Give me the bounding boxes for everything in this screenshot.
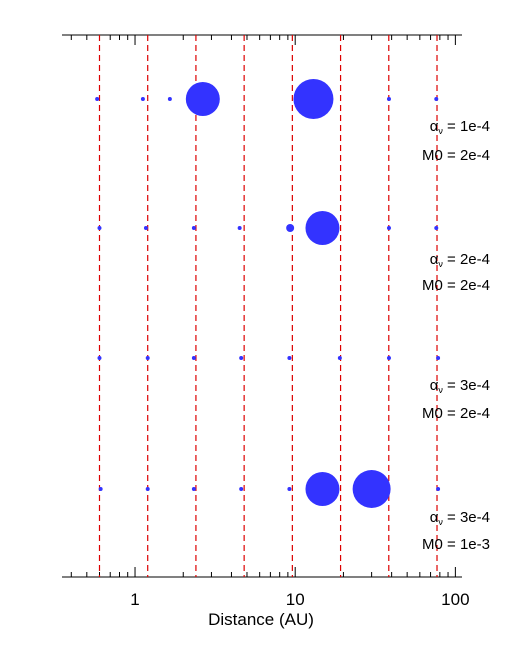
data-point (352, 470, 391, 508)
x-tick-label: 1 (130, 590, 139, 609)
data-point (286, 224, 295, 232)
data-point (434, 226, 439, 230)
series-alpha-label: αν = 1e-4 (430, 118, 490, 136)
data-point (167, 97, 172, 101)
data-point (97, 226, 102, 230)
data-point (287, 487, 292, 491)
data-point (434, 97, 439, 101)
data-point (98, 487, 103, 491)
data-point (140, 97, 145, 101)
alpha-subscript: ν (438, 259, 443, 269)
data-point (386, 356, 391, 360)
reference-lines (98, 35, 438, 577)
data-point (185, 82, 220, 116)
x-tick-label: 10 (286, 590, 305, 609)
data-point (293, 79, 334, 119)
data-point (191, 356, 196, 360)
series-alpha-label: αν = 3e-4 (430, 509, 490, 527)
axes: 1 10 100 (62, 34, 470, 609)
data-point (237, 226, 242, 230)
alpha-subscript: ν (438, 385, 443, 395)
series-m0-label: M0 = 2e-4 (422, 147, 490, 164)
data-point (436, 487, 441, 491)
data-point (337, 356, 342, 360)
alpha-symbol: α (430, 509, 439, 526)
data-point (305, 472, 340, 506)
alpha-symbol: α (430, 377, 439, 394)
series-m0-label: M0 = 2e-4 (422, 405, 490, 422)
data-point (239, 487, 244, 491)
alpha-value: = 1e-4 (443, 118, 490, 135)
series-alpha-label: αν = 2e-4 (430, 251, 490, 269)
alpha-subscript: ν (438, 126, 443, 136)
data-point (191, 226, 196, 230)
data-point (305, 211, 340, 245)
data-point (95, 97, 100, 101)
x-tick-label: 100 (441, 590, 469, 609)
data-point (287, 356, 292, 360)
data-point (386, 226, 391, 230)
data-point (145, 487, 150, 491)
data-point (97, 356, 102, 360)
alpha-value: = 2e-4 (443, 251, 490, 268)
x-axis-label: Distance (AU) (208, 610, 314, 629)
data-point (143, 226, 148, 230)
alpha-symbol: α (430, 251, 439, 268)
alpha-symbol: α (430, 118, 439, 135)
alpha-subscript: ν (438, 517, 443, 527)
data-point (239, 356, 244, 360)
alpha-value: = 3e-4 (443, 509, 490, 526)
data-point (436, 356, 441, 360)
data-points (95, 79, 441, 508)
series-m0-label: M0 = 1e-3 (422, 536, 490, 553)
series-labels: αν = 1e-4M0 = 2e-4αν = 2e-4M0 = 2e-4αν =… (422, 118, 490, 553)
alpha-value: = 3e-4 (443, 377, 490, 394)
series-alpha-label: αν = 3e-4 (430, 377, 490, 395)
data-point (145, 356, 150, 360)
data-point (386, 97, 391, 101)
data-point (191, 487, 196, 491)
series-m0-label: M0 = 2e-4 (422, 277, 490, 294)
